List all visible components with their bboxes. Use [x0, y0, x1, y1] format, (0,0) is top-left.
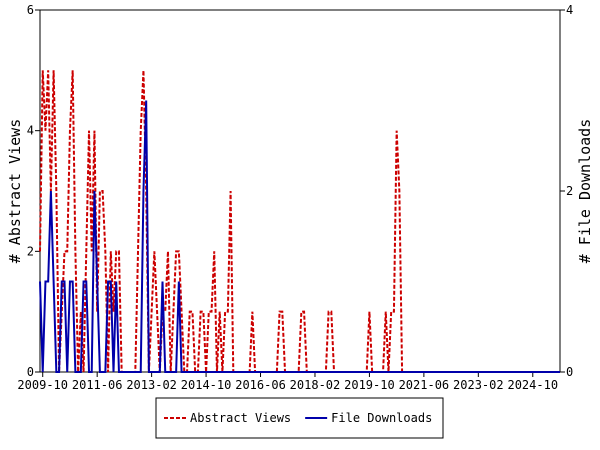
y-axis-title: # Abstract Views [6, 119, 24, 264]
y2-tick-label: 4 [566, 3, 573, 17]
legend-label: File Downloads [331, 411, 432, 425]
x-tick-label: 2021-06 [399, 378, 450, 392]
x-tick-label: 2011-06 [72, 378, 123, 392]
legend-label: Abstract Views [190, 411, 291, 425]
y2-tick-label: 0 [566, 365, 573, 379]
legend-box [155, 397, 444, 439]
series-line [39, 100, 560, 373]
y2-axis-title: # File Downloads [576, 119, 594, 264]
y-tick-label: 0 [27, 365, 34, 379]
x-tick-label: 2024-10 [507, 378, 558, 392]
y-tick-label: 2 [27, 244, 34, 258]
x-tick-label: 2013-02 [126, 378, 177, 392]
x-tick-label: 2009-10 [17, 378, 68, 392]
x-tick-label: 2023-02 [453, 378, 504, 392]
x-tick-label: 2019-10 [344, 378, 395, 392]
y-tick-label: 6 [27, 3, 34, 17]
y2-tick-label: 2 [566, 184, 573, 198]
x-tick-label: 2016-06 [235, 378, 286, 392]
x-tick-label: 2014-10 [181, 378, 232, 392]
y-tick-label: 4 [27, 124, 34, 138]
x-tick-label: 2018-02 [290, 378, 341, 392]
